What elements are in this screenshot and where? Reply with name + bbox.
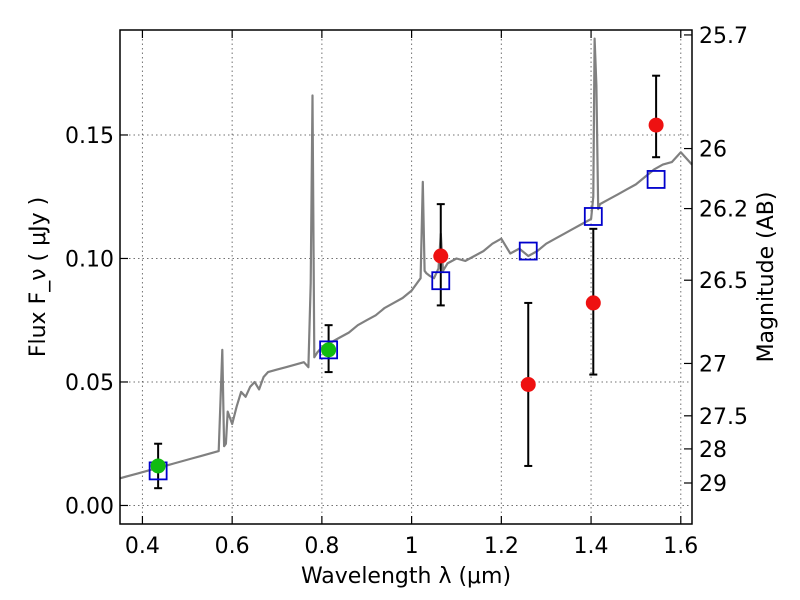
y-tick-label: 0.10 <box>65 247 114 272</box>
x-tick-label: 0.4 <box>125 534 160 559</box>
red-data-point <box>585 295 601 311</box>
mag-tick-label: 27 <box>699 352 727 377</box>
errorbars <box>154 74 661 490</box>
mag-tick-label: 26 <box>699 138 727 163</box>
y-tick-label: 0.05 <box>65 371 114 396</box>
x-tick-label: 1.4 <box>574 534 609 559</box>
mag-tick-label: 26.5 <box>699 269 748 294</box>
x-tick-label: 1 <box>405 534 419 559</box>
red-data-point <box>648 117 664 133</box>
green-data-point <box>150 458 166 474</box>
x-tick-label: 1.6 <box>663 534 698 559</box>
spectrum-line <box>119 37 693 480</box>
y-axis-label: Flux F_ν ( μJy ) <box>26 197 51 357</box>
plot-frame <box>119 29 693 525</box>
grid <box>120 30 692 524</box>
model-squares <box>148 170 666 481</box>
mag-tick-label: 26.2 <box>699 198 748 223</box>
x-ticks: 0.4 0.6 0.8 1 1.2 1.4 1.6 <box>125 30 698 559</box>
mag-tick-label: 27.5 <box>699 405 748 430</box>
mag-tick-label: 28 <box>699 438 727 463</box>
mag-ticks: 25.7 26 26.2 26.5 27 27.5 28 29 <box>684 24 748 497</box>
y-tick-label: 0.15 <box>65 124 114 149</box>
model-square <box>518 241 538 261</box>
y-axis-right-label: Magnitude (AB) <box>754 192 779 363</box>
green-data-point <box>321 342 337 358</box>
red-data-point <box>520 376 536 392</box>
x-tick-label: 0.8 <box>304 534 339 559</box>
red-data-point <box>433 248 449 264</box>
y-ticks: 0.00 0.05 0.10 0.15 <box>65 124 128 519</box>
x-axis-label: Wavelength λ (μm) <box>301 564 511 589</box>
model-square <box>646 170 666 189</box>
x-tick-label: 1.2 <box>484 534 519 559</box>
mag-tick-label: 25.7 <box>699 24 748 49</box>
data-points <box>150 117 664 474</box>
model-square <box>583 207 603 226</box>
spectrum-series <box>119 37 693 480</box>
model-square <box>431 271 451 291</box>
model-square <box>319 340 339 360</box>
y-tick-label: 0.00 <box>65 494 114 519</box>
mag-tick-label: 29 <box>699 472 727 497</box>
x-tick-label: 0.6 <box>215 534 250 559</box>
